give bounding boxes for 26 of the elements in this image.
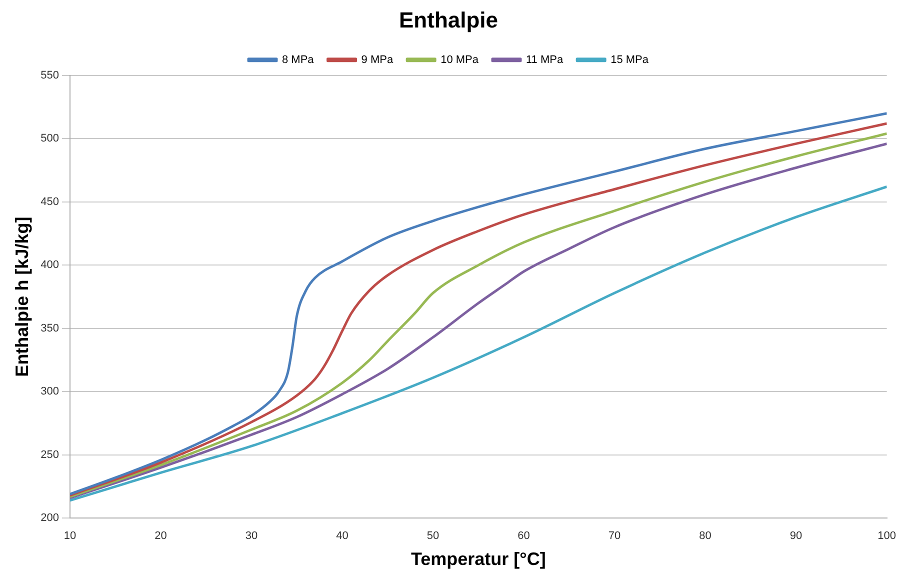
x-tick-label: 100 <box>878 530 896 542</box>
y-tick-label: 200 <box>40 512 59 524</box>
y-tick-label: 300 <box>40 386 59 398</box>
x-tick-label: 80 <box>699 530 712 542</box>
legend-label: 8 MPa <box>282 54 315 66</box>
x-tick-label: 90 <box>790 530 802 542</box>
legend-label: 11 MPa <box>526 54 564 66</box>
x-tick-label: 50 <box>426 530 440 542</box>
y-tick-label: 500 <box>40 132 59 145</box>
y-tick-label: 400 <box>40 259 59 272</box>
y-tick-label: 350 <box>40 322 59 334</box>
x-axis-title: Temperatur [°C] <box>410 549 546 570</box>
legend-label: 15 MPa <box>610 54 650 66</box>
legend-label: 10 MPa <box>440 54 480 66</box>
chart-title: Enthalpie <box>398 7 498 32</box>
y-tick-label: 450 <box>40 196 59 208</box>
x-tick-label: 10 <box>64 530 76 542</box>
legend-label: 9 MPa <box>361 54 394 66</box>
y-tick-label: 250 <box>40 448 59 461</box>
y-axis-title: Enthalpie h [kJ/kg] <box>12 216 32 377</box>
x-tick-label: 70 <box>608 530 621 542</box>
x-tick-label: 30 <box>245 530 258 542</box>
y-tick-label: 550 <box>40 69 59 82</box>
x-tick-label: 40 <box>336 530 348 542</box>
x-tick-label: 60 <box>518 530 530 542</box>
x-tick-label: 20 <box>154 530 167 542</box>
